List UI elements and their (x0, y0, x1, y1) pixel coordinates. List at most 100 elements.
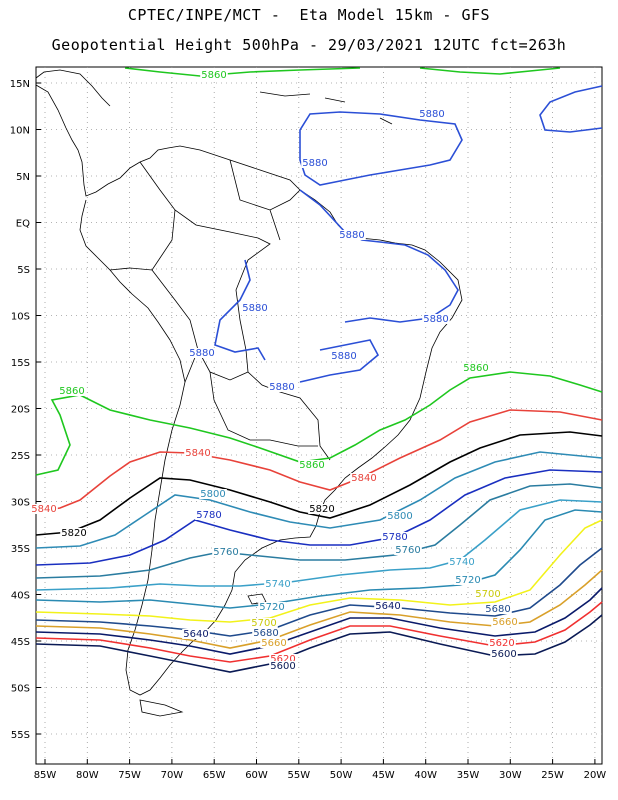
contour-label-bg (268, 382, 296, 392)
contour-label-bg (252, 628, 280, 638)
contour-label: 5780 (196, 510, 221, 521)
lat-tick-label: 5N (16, 172, 30, 183)
contour-label: 5680 (253, 628, 278, 639)
lon-tick-label: 45W (372, 770, 395, 781)
lat-tick-label: 35S (11, 544, 30, 555)
contour-label-bg (30, 504, 58, 514)
contour-label: 5860 (201, 70, 226, 81)
contour-label: 5820 (309, 504, 334, 515)
lon-tick-label: 85W (34, 770, 57, 781)
contour-5640 (35, 587, 603, 655)
lat-tick-label: 45S (11, 637, 30, 648)
contour-label-bg (195, 510, 223, 520)
contour-5660 (35, 569, 603, 649)
lat-tick-label: 25S (11, 451, 30, 462)
contour-5880 (539, 85, 603, 133)
map-title: CPTEC/INPE/MCT - Eta Model 15km - GFS (127, 6, 491, 24)
contour-label: 5700 (475, 589, 500, 600)
lat-tick-label: 15S (11, 358, 30, 369)
contour-label: 5880 (419, 109, 444, 120)
contour-label-bg (381, 532, 409, 542)
contour-label-bg (264, 579, 292, 589)
contour-label-bg (260, 638, 288, 648)
lon-tick-label: 75W (118, 770, 141, 781)
contour-5720 (35, 509, 603, 609)
contour-label: 5760 (213, 547, 238, 558)
contour-label-bg (301, 158, 329, 168)
contour-5880 (214, 259, 266, 361)
lat-tick-label: 5S (17, 265, 30, 276)
contour-label: 5880 (423, 314, 448, 325)
contour-5880 (299, 111, 463, 186)
contour-label-bg (462, 363, 490, 373)
contour-label: 5760 (395, 545, 420, 556)
contour-label-bg (490, 649, 518, 659)
contour-label-bg (250, 618, 278, 628)
contour-label-bg (454, 575, 482, 585)
contour-label-bg (200, 70, 228, 80)
contour-label: 5880 (189, 348, 214, 359)
contour-label-bg (448, 557, 476, 567)
contour-label: 5720 (259, 602, 284, 613)
tierra-del-fuego (139, 699, 184, 717)
contour-5840 (35, 409, 603, 513)
contour-label-bg (269, 654, 297, 664)
lon-tick-label: 30W (499, 770, 522, 781)
contour-label-bg (422, 314, 450, 324)
contour-label-bg (199, 489, 227, 499)
contour-label-bg (269, 661, 297, 671)
lon-tick-label: 35W (457, 770, 480, 781)
contour-label: 5800 (387, 511, 412, 522)
contour-label: 5860 (59, 386, 84, 397)
contour-label-bg (386, 511, 414, 521)
contour-label-bg (394, 545, 422, 555)
contour-label: 5880 (242, 303, 267, 314)
contour-label: 5620 (270, 654, 295, 665)
contour-label: 5880 (269, 382, 294, 393)
contour-label-bg (60, 528, 88, 538)
contour-label: 5840 (351, 473, 376, 484)
caribbean-islands (259, 91, 393, 125)
lat-tick-label: 10N (10, 126, 30, 137)
contour-label-bg (182, 629, 210, 639)
contour-label: 5660 (492, 617, 517, 628)
contour-label-bg (308, 504, 336, 514)
contour-label-bg (212, 547, 240, 557)
lon-tick-label: 80W (76, 770, 99, 781)
contour-label: 5680 (485, 604, 510, 615)
contour-label: 5700 (251, 618, 276, 629)
lat-tick-label: 10S (11, 312, 30, 323)
central-america-coast (35, 84, 463, 696)
contour-5820 (35, 431, 603, 536)
contour-5700 (35, 519, 603, 623)
lat-tick-label: 30S (11, 498, 30, 509)
contour-5760 (35, 483, 603, 579)
lon-tick-label: 20W (584, 770, 607, 781)
lon-tick-label: 55W (287, 770, 310, 781)
contour-label-bg (350, 473, 378, 483)
contour-5860 (419, 67, 561, 75)
coastline (35, 69, 463, 717)
contour-label: 5740 (265, 579, 290, 590)
contour-label: 5600 (491, 649, 516, 660)
contour-5800 (35, 451, 603, 549)
contour-5780 (35, 469, 603, 566)
contour-label-bg (474, 589, 502, 599)
contour-label: 5620 (489, 638, 514, 649)
contour-label: 5840 (185, 448, 210, 459)
contour-5740 (35, 499, 603, 591)
lat-tick-label: EQ (16, 219, 30, 230)
lon-tick-label: 70W (161, 770, 184, 781)
contour-label-bg (491, 617, 519, 627)
lon-tick-label: 50W (330, 770, 353, 781)
contour-label: 5600 (270, 661, 295, 672)
lat-tick-label: 55S (11, 730, 30, 741)
contour-label: 5660 (261, 638, 286, 649)
contour-label-bg (188, 348, 216, 358)
lon-tick-label: 65W (203, 770, 226, 781)
contour-label: 5880 (302, 158, 327, 169)
map-subtitle: Geopotential Height 500hPa - 29/03/2021 … (51, 36, 567, 54)
map-frame (35, 66, 603, 765)
contour-label: 5880 (339, 230, 364, 241)
